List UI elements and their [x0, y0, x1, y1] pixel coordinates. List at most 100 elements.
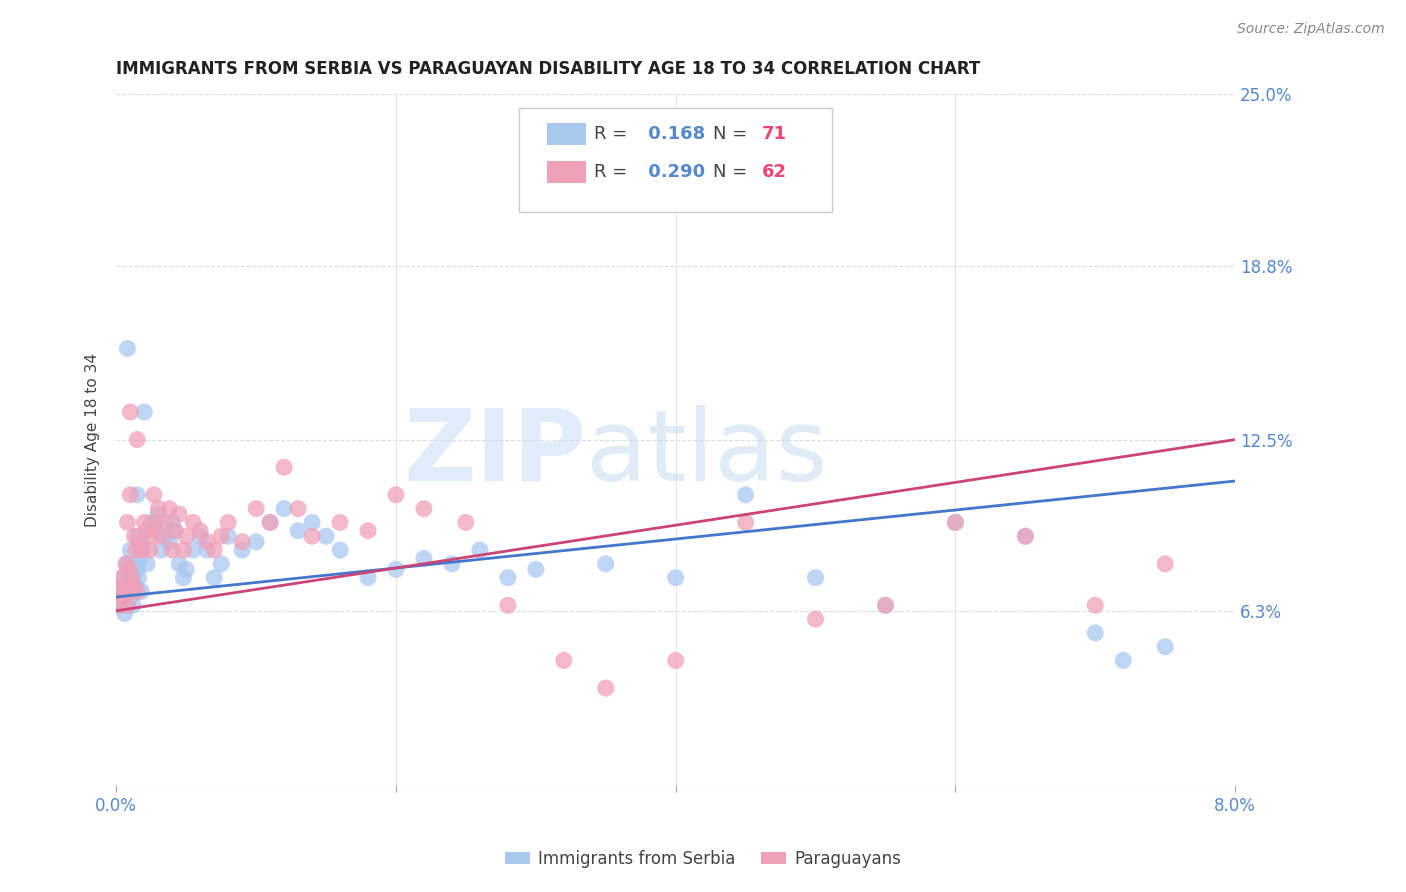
Point: [1014, 529, 1036, 543]
Point: [329, 543, 352, 558]
Point: [1084, 599, 1107, 613]
Point: [875, 599, 897, 613]
Point: [413, 551, 436, 566]
Point: [120, 590, 142, 604]
Point: [115, 557, 138, 571]
Point: [136, 557, 159, 571]
Point: [139, 543, 162, 558]
Point: [125, 543, 148, 558]
Point: [1014, 529, 1036, 543]
Point: [132, 543, 155, 558]
Bar: [547, 161, 586, 183]
Point: [553, 653, 575, 667]
Point: [202, 543, 225, 558]
Point: [160, 543, 183, 558]
Point: [117, 562, 139, 576]
Point: [665, 571, 688, 585]
Point: [155, 529, 177, 543]
Point: [665, 653, 688, 667]
Point: [131, 534, 153, 549]
Point: [150, 543, 173, 558]
Text: 0.290: 0.290: [643, 162, 706, 181]
Point: [111, 579, 134, 593]
Point: [945, 516, 967, 530]
Point: [157, 534, 180, 549]
Point: [155, 516, 177, 530]
Point: [111, 571, 134, 585]
Point: [172, 571, 194, 585]
Point: [141, 516, 163, 530]
Text: 0.168: 0.168: [643, 125, 706, 143]
Point: [148, 507, 170, 521]
Point: [1084, 626, 1107, 640]
Point: [122, 571, 145, 585]
Point: [127, 562, 149, 576]
Point: [172, 543, 194, 558]
Point: [141, 529, 163, 543]
Point: [121, 584, 143, 599]
Point: [112, 590, 135, 604]
Y-axis label: Disability Age 18 to 34: Disability Age 18 to 34: [86, 352, 100, 526]
Point: [118, 579, 141, 593]
Point: [804, 571, 827, 585]
Point: [1112, 653, 1135, 667]
Text: R =: R =: [593, 125, 633, 143]
Point: [145, 524, 167, 538]
Point: [129, 551, 152, 566]
Point: [734, 516, 756, 530]
Point: [195, 534, 218, 549]
Point: [454, 516, 477, 530]
Point: [127, 433, 149, 447]
Point: [127, 584, 149, 599]
Point: [120, 405, 142, 419]
Point: [163, 524, 186, 538]
Point: [131, 584, 153, 599]
Text: 71: 71: [762, 125, 787, 143]
Point: [287, 524, 309, 538]
Point: [174, 529, 197, 543]
Point: [1154, 557, 1177, 571]
Point: [231, 534, 253, 549]
FancyBboxPatch shape: [519, 108, 832, 211]
Point: [124, 529, 146, 543]
Point: [804, 612, 827, 626]
Point: [118, 562, 141, 576]
Point: [301, 516, 323, 530]
Text: N =: N =: [713, 125, 752, 143]
Text: atlas: atlas: [586, 405, 828, 502]
Point: [131, 543, 153, 558]
Point: [231, 543, 253, 558]
Point: [287, 501, 309, 516]
Point: [167, 557, 190, 571]
Point: [734, 488, 756, 502]
Point: [128, 534, 150, 549]
Text: 62: 62: [762, 162, 787, 181]
Point: [117, 599, 139, 613]
Text: IMMIGRANTS FROM SERBIA VS PARAGUAYAN DISABILITY AGE 18 TO 34 CORRELATION CHART: IMMIGRANTS FROM SERBIA VS PARAGUAYAN DIS…: [117, 60, 980, 78]
Point: [209, 529, 232, 543]
Point: [273, 501, 295, 516]
Point: [143, 488, 166, 502]
Point: [468, 543, 491, 558]
Point: [117, 516, 139, 530]
Text: R =: R =: [593, 162, 633, 181]
Point: [273, 460, 295, 475]
Point: [117, 599, 139, 613]
Point: [357, 524, 380, 538]
Point: [110, 599, 132, 613]
Point: [145, 516, 167, 530]
Point: [440, 557, 463, 571]
Point: [122, 599, 145, 613]
Point: [167, 507, 190, 521]
Point: [945, 516, 967, 530]
Point: [125, 579, 148, 593]
Point: [134, 405, 156, 419]
Point: [163, 524, 186, 538]
Point: [124, 557, 146, 571]
Point: [108, 599, 131, 613]
Bar: [547, 123, 586, 145]
Point: [301, 529, 323, 543]
Point: [195, 543, 218, 558]
Text: N =: N =: [713, 162, 752, 181]
Point: [217, 516, 239, 530]
